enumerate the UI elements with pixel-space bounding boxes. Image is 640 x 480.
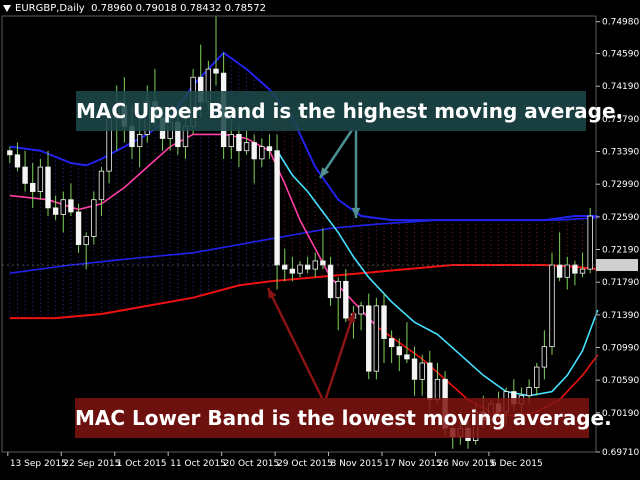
candle[interactable]: [526, 387, 532, 397]
candle[interactable]: [411, 358, 418, 380]
candle[interactable]: [343, 280, 349, 319]
y-tick-label: 0.70990: [602, 343, 639, 353]
lower-annotation-arrow-2-head: [346, 312, 355, 323]
candle[interactable]: [335, 280, 341, 299]
y-tick-label: 0.71390: [602, 311, 639, 321]
candle[interactable]: [549, 264, 555, 348]
x-tick-label: 17 Nov 2015: [384, 459, 442, 469]
upper-annotation-arrow-2-head: [351, 207, 361, 218]
candle[interactable]: [14, 154, 21, 168]
x-tick-label: 6 Dec 2015: [491, 459, 543, 469]
candle[interactable]: [274, 150, 280, 266]
y-tick-label: 0.69710: [602, 448, 639, 458]
candle[interactable]: [98, 170, 105, 201]
y-tick-label: 0.70590: [602, 376, 639, 386]
chart-header: EURGBP,Daily 0.78960 0.79018 0.78432 0.7…: [3, 3, 266, 14]
moving-average-line-2: [9, 216, 598, 274]
candle[interactable]: [556, 264, 563, 278]
candle[interactable]: [304, 264, 311, 270]
candle[interactable]: [228, 133, 234, 148]
candle[interactable]: [320, 260, 326, 266]
y-tick-label: 0.70190: [602, 409, 639, 419]
candle[interactable]: [366, 305, 372, 372]
candle[interactable]: [396, 346, 402, 356]
candle[interactable]: [587, 215, 593, 270]
chart-menu-arrow-icon[interactable]: [3, 4, 11, 12]
y-tick-label: 0.74980: [602, 18, 639, 28]
moving-average-line-5: [276, 150, 599, 397]
candle[interactable]: [404, 354, 410, 360]
candle[interactable]: [45, 166, 51, 209]
x-tick-label: 8 Nov 2015: [331, 459, 383, 469]
candle[interactable]: [381, 305, 387, 339]
y-tick-label: 0.73790: [602, 115, 639, 125]
x-tick-label: 20 Oct 2015: [224, 459, 280, 469]
candle[interactable]: [251, 142, 257, 160]
candle[interactable]: [564, 264, 570, 278]
y-tick-label: 0.71790: [602, 278, 639, 288]
candle[interactable]: [37, 166, 44, 192]
upper-annotation-arrow-head: [320, 167, 330, 178]
candle[interactable]: [7, 150, 13, 156]
ohlc-values: 0.78960 0.79018 0.78432 0.78572: [91, 3, 267, 14]
symbol-label: EURGBP,Daily: [15, 3, 85, 14]
lower-annotation-arrow: [266, 287, 324, 399]
candle[interactable]: [75, 211, 82, 246]
x-tick-label: 11 Oct 2015: [170, 459, 226, 469]
y-tick-label: 0.73390: [602, 148, 639, 158]
plot-frame: [1, 15, 597, 453]
candle[interactable]: [572, 264, 578, 274]
candle[interactable]: [68, 199, 74, 213]
candle[interactable]: [83, 236, 89, 246]
candle[interactable]: [282, 264, 288, 270]
x-tick-label: 22 Sep 2015: [63, 459, 120, 469]
upper-band-annotation: MAC Upper Band is the highest moving ave…: [76, 91, 623, 131]
candle[interactable]: [534, 366, 540, 388]
candle[interactable]: [289, 268, 296, 274]
candle[interactable]: [60, 199, 66, 215]
candle[interactable]: [327, 264, 334, 299]
candle[interactable]: [419, 362, 425, 380]
x-tick-label: 26 Nov 2015: [437, 459, 495, 469]
lower-annotation-arrow-2: [324, 311, 356, 399]
mac-lower-band-line: [9, 264, 598, 320]
candle[interactable]: [388, 338, 395, 348]
candle[interactable]: [297, 264, 303, 274]
mac-upper-band-line: [9, 51, 598, 222]
y-tick-label: 0.72990: [602, 180, 639, 190]
x-tick-label: 29 Oct 2015: [277, 459, 333, 469]
y-tick-label: 0.74190: [602, 82, 639, 92]
candle[interactable]: [541, 346, 548, 368]
candle[interactable]: [259, 146, 265, 160]
candle[interactable]: [52, 207, 59, 215]
candle[interactable]: [579, 268, 586, 274]
candle[interactable]: [243, 142, 250, 152]
current-price-marker: [596, 259, 638, 272]
y-tick-label: 0.72190: [602, 246, 639, 256]
candle[interactable]: [213, 68, 219, 74]
y-tick-label: 0.74590: [602, 50, 639, 60]
candle[interactable]: [427, 362, 433, 401]
candle[interactable]: [236, 133, 242, 152]
x-tick-label: 13 Sep 2015: [10, 459, 67, 469]
candle[interactable]: [136, 133, 143, 148]
y-tick-label: 0.72590: [602, 213, 639, 223]
lower-band-annotation: MAC Lower Band is the lowest moving aver…: [75, 398, 612, 438]
candle[interactable]: [358, 305, 364, 315]
candle[interactable]: [22, 166, 28, 184]
candle[interactable]: [373, 305, 380, 372]
candle[interactable]: [434, 378, 441, 401]
x-tick-label: 1 Oct 2015: [117, 459, 167, 469]
candle[interactable]: [91, 199, 97, 237]
candle[interactable]: [30, 182, 36, 192]
lower-annotation-arrow-head: [268, 288, 277, 299]
candle[interactable]: [266, 146, 273, 152]
